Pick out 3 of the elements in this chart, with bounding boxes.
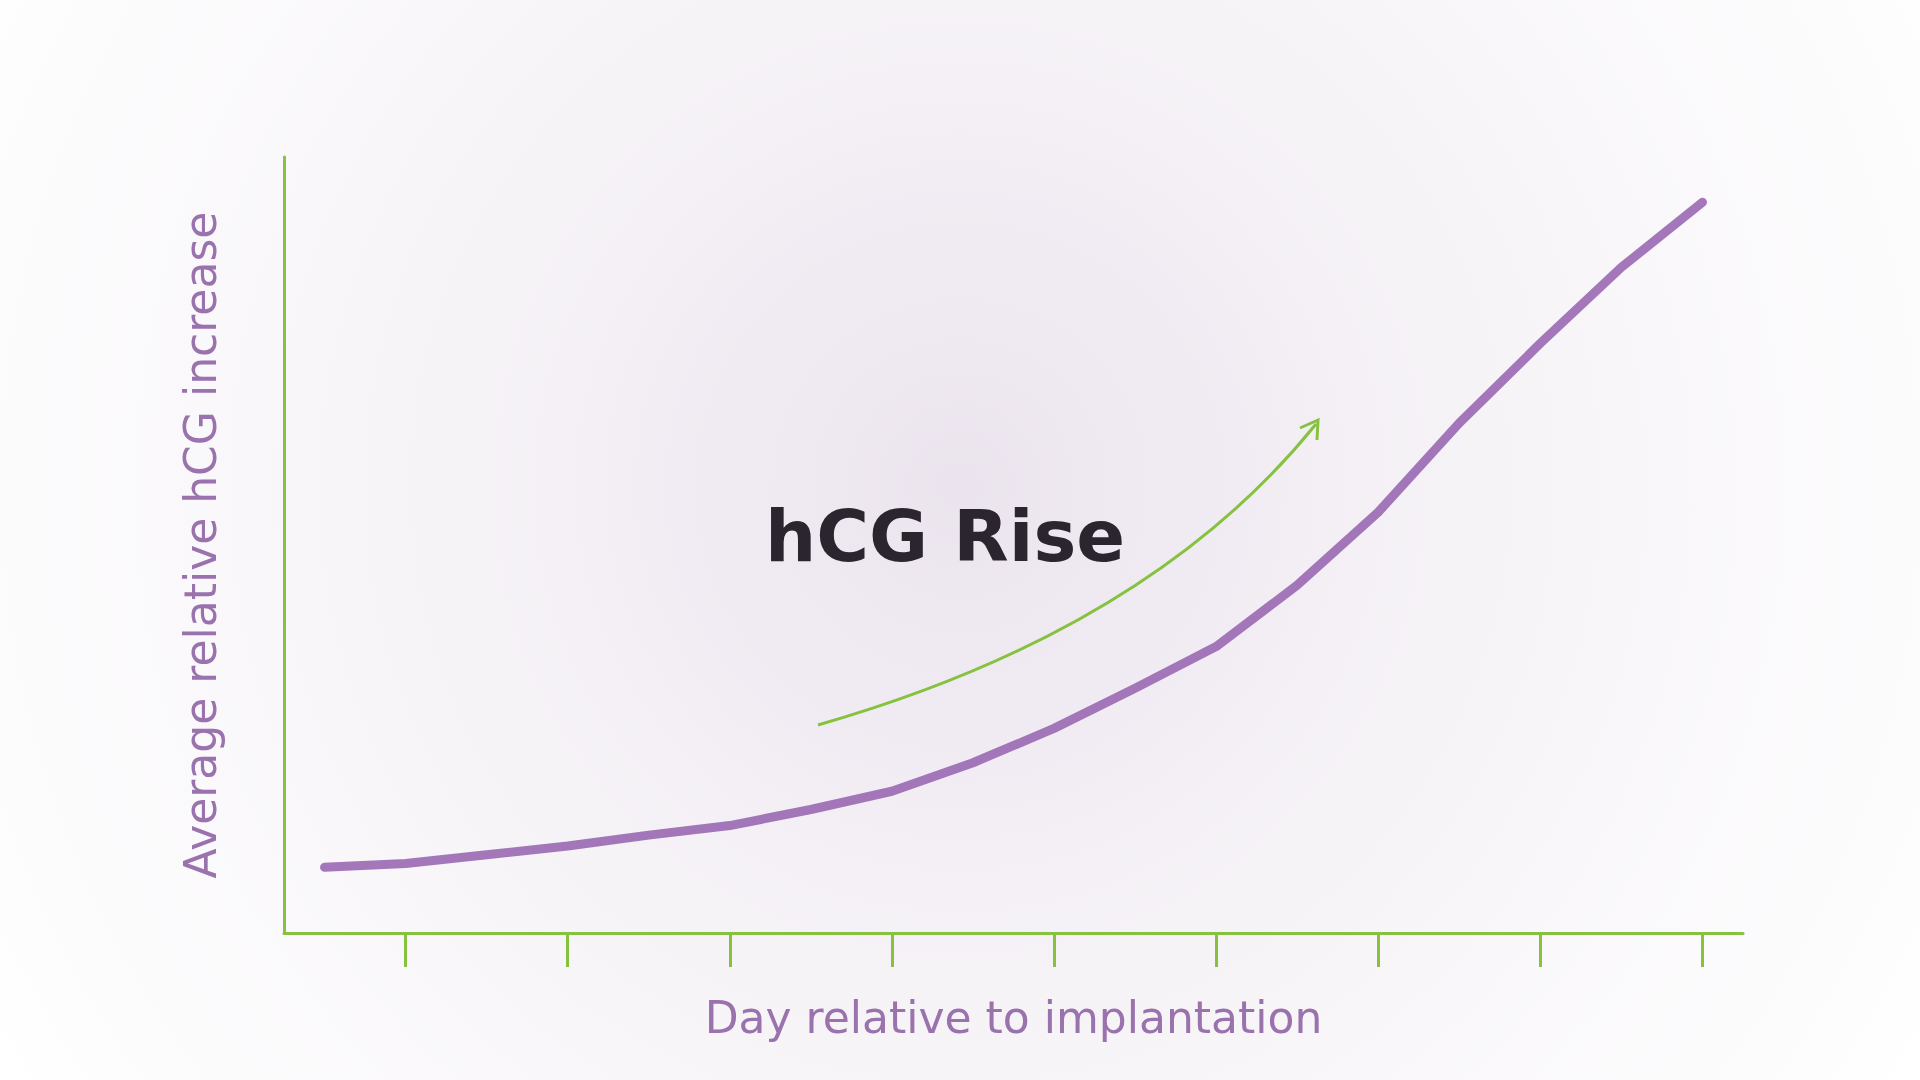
x-axis-title: Day relative to implantation [704, 991, 1323, 1043]
y-axis-title: Average relative hCG increase [174, 211, 226, 879]
annotation: hCG Rise [765, 494, 1126, 578]
